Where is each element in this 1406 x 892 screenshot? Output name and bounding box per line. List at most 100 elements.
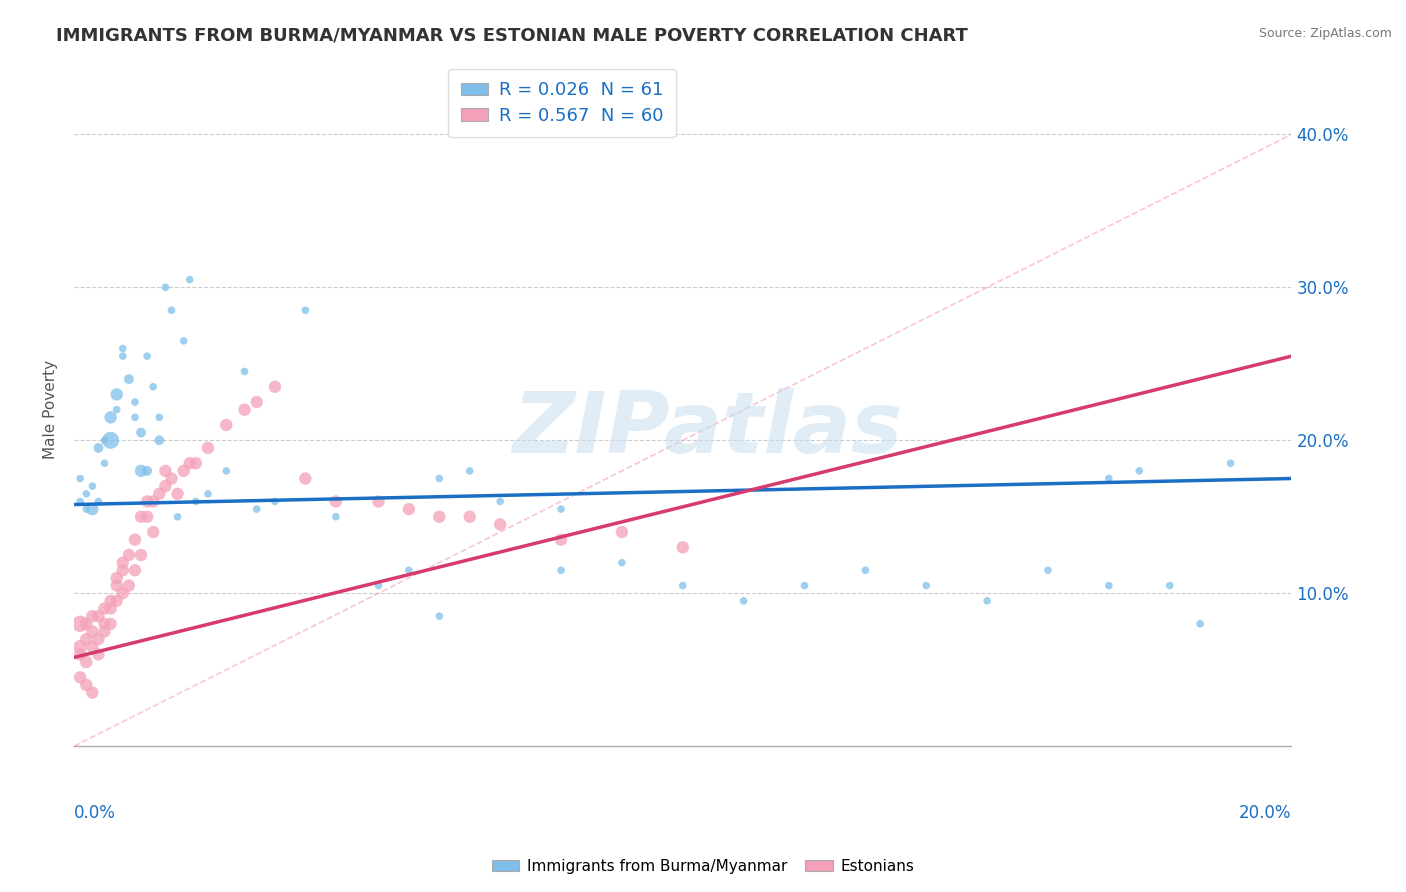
Point [69, 494, 91, 508]
Point [105, 578, 128, 592]
Point [142, 524, 165, 539]
Point [142, 380, 165, 394]
Point [111, 556, 134, 570]
Point [215, 464, 238, 478]
Point [610, 524, 633, 539]
Point [197, 487, 219, 501]
Point [69, 648, 91, 662]
Point [148, 434, 170, 448]
Point [197, 441, 219, 455]
Point [179, 456, 201, 470]
Text: ZIPatlas: ZIPatlas [512, 388, 903, 471]
Point [87, 648, 110, 662]
Point [129, 548, 152, 562]
Point [148, 487, 170, 501]
Point [87, 441, 110, 455]
Point [853, 563, 876, 577]
Point [184, 494, 207, 508]
Point [155, 280, 177, 294]
Point [458, 464, 481, 478]
Text: Source: ZipAtlas.com: Source: ZipAtlas.com [1258, 27, 1392, 40]
Point [233, 402, 256, 417]
Point [1219, 456, 1241, 470]
Point [136, 464, 159, 478]
Point [325, 509, 347, 524]
Point [398, 563, 420, 577]
Point [148, 410, 170, 425]
Point [93, 434, 115, 448]
Point [550, 533, 572, 547]
Point [69, 640, 91, 654]
Point [155, 479, 177, 493]
Point [489, 494, 512, 508]
Point [105, 387, 128, 401]
Point [166, 509, 188, 524]
Point [550, 502, 572, 516]
Point [136, 349, 159, 363]
Point [294, 471, 316, 485]
Point [75, 655, 97, 669]
Point [111, 586, 134, 600]
Point [105, 594, 128, 608]
Point [1098, 578, 1121, 592]
Point [1098, 471, 1121, 485]
Point [100, 594, 122, 608]
Point [75, 678, 97, 692]
Point [610, 556, 633, 570]
Point [93, 456, 115, 470]
Point [100, 410, 122, 425]
Point [124, 395, 146, 409]
Point [173, 464, 195, 478]
Point [93, 601, 115, 615]
Point [1189, 616, 1212, 631]
Point [166, 487, 188, 501]
Point [82, 640, 104, 654]
Point [136, 509, 159, 524]
Point [105, 402, 128, 417]
Legend: Immigrants from Burma/Myanmar, Estonians: Immigrants from Burma/Myanmar, Estonians [485, 853, 921, 880]
Point [672, 578, 695, 592]
Point [87, 494, 110, 508]
Point [118, 578, 141, 592]
Text: 20.0%: 20.0% [1239, 805, 1292, 822]
Y-axis label: Male Poverty: Male Poverty [44, 360, 58, 459]
Point [793, 578, 815, 592]
Point [75, 502, 97, 516]
Point [100, 616, 122, 631]
Point [136, 494, 159, 508]
Point [82, 685, 104, 699]
Point [82, 624, 104, 639]
Point [124, 563, 146, 577]
Point [155, 464, 177, 478]
Text: 0.0%: 0.0% [75, 805, 115, 822]
Point [215, 417, 238, 432]
Point [124, 410, 146, 425]
Point [173, 334, 195, 348]
Point [458, 509, 481, 524]
Point [427, 471, 450, 485]
Point [976, 594, 998, 608]
Point [427, 509, 450, 524]
Point [427, 609, 450, 624]
Point [69, 616, 91, 631]
Point [82, 479, 104, 493]
Point [87, 632, 110, 646]
Point [246, 395, 269, 409]
Point [733, 594, 755, 608]
Point [142, 494, 165, 508]
Point [111, 342, 134, 356]
Point [367, 578, 389, 592]
Point [129, 425, 152, 440]
Point [93, 624, 115, 639]
Point [75, 487, 97, 501]
Point [160, 471, 183, 485]
Point [93, 616, 115, 631]
Point [118, 372, 141, 386]
Point [100, 434, 122, 448]
Point [105, 571, 128, 585]
Point [264, 380, 287, 394]
Point [1036, 563, 1059, 577]
Point [915, 578, 938, 592]
Point [489, 517, 512, 532]
Point [111, 349, 134, 363]
